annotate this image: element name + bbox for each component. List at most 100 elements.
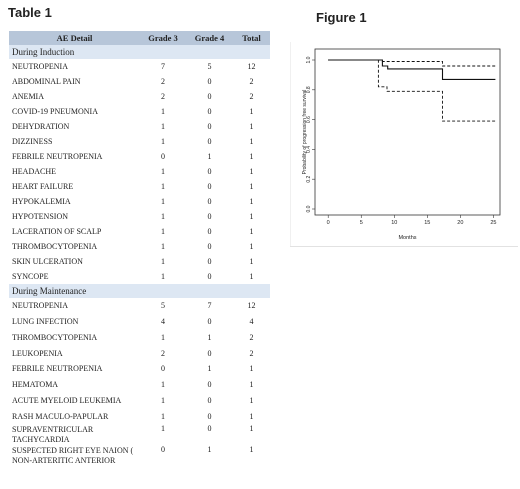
grade-4-cell: 0: [207, 348, 212, 358]
table-row: RASH MACULO-PAPULAR 1 0 1: [9, 408, 270, 424]
column-header-ae-detail: AE Detail: [9, 31, 140, 45]
total-cell: 2: [249, 348, 254, 358]
x-tick-label: 10: [391, 220, 397, 226]
ae-detail-cell: LEUKOPENIA: [12, 348, 63, 358]
column-header-grade-3: Grade 3: [140, 31, 186, 45]
grade-4-cell: 0: [207, 167, 212, 176]
section-label: During Maintenance: [9, 284, 270, 298]
km-chart: 0 5 10 15 20 25 0.0 0.2 0.4 0.6 0.8 1.0 Months Prob…: [290, 42, 518, 247]
grade-3-cell: 5: [161, 301, 165, 311]
table-row: THROMBOCYTOPENIA 1 0 1: [9, 239, 270, 254]
ae-detail-cell: SUPRAVENTRICULAR TACHYCARDIA: [12, 425, 94, 444]
grade-3-cell: 2: [161, 348, 165, 358]
total-cell: 1: [249, 411, 254, 421]
table-row: DIZZINESS 1 0 1: [9, 134, 270, 149]
grade-3-cell: 1: [161, 395, 165, 405]
ae-detail-cell: SYNCOPE: [12, 272, 49, 281]
table-row: HYPOKALEMIA 1 0 1: [9, 194, 270, 209]
total-cell: 1: [249, 137, 254, 146]
chart-background: [290, 42, 518, 247]
column-header-total: Total: [233, 31, 270, 45]
x-tick-label: 25: [490, 220, 496, 226]
ae-detail-cell: ACUTE MYELOID LEUKEMIA: [12, 395, 122, 405]
grade-4-cell: 1: [207, 152, 212, 161]
table-row: COVID-19 PNEUMONIA 1 0 1: [9, 104, 270, 119]
x-tick-label: 20: [457, 220, 463, 226]
total-cell: 1: [249, 122, 254, 131]
total-cell: 1: [249, 424, 254, 433]
ae-detail-cell: NEUTROPENIA: [12, 62, 68, 71]
total-cell: 1: [249, 107, 254, 116]
total-cell: 1: [249, 242, 254, 251]
table-row: SKIN ULCERATION 1 0 1: [9, 254, 270, 269]
ae-detail-cell: HEMATOMA: [12, 380, 59, 390]
grade-3-cell: 1: [161, 122, 165, 131]
ae-detail-cell: NEUTROPENIA: [12, 301, 68, 311]
grade-4-cell: 0: [207, 242, 212, 251]
confidence-band-curve-2: [328, 59, 496, 122]
grade-4-cell: 0: [207, 227, 212, 236]
grade-4-cell: 0: [207, 272, 212, 281]
grade-3-cell: 1: [161, 212, 165, 221]
grade-3-cell: 1: [161, 197, 165, 206]
ae-detail-cell: FEBRILE NEUTROPENIA: [12, 152, 103, 161]
grade-3-cell: 1: [161, 227, 165, 236]
grade-3-cell: 0: [161, 445, 165, 454]
ae-detail-cell: LUNG INFECTION: [12, 317, 79, 327]
ae-detail-cell: ANEMIA: [12, 92, 44, 101]
grade-3-cell: 1: [161, 411, 165, 421]
table-row: SUSPECTED RIGHT EYE NAION ( NON-ARTERITI…: [9, 445, 270, 466]
table-row: LUNG INFECTION 4 0 4: [9, 314, 270, 330]
plot-frame: [314, 48, 501, 216]
grade-4-cell: 0: [207, 257, 212, 266]
table-row: HEMATOMA 1 0 1: [9, 377, 270, 393]
grade-4-cell: 0: [207, 411, 212, 421]
table-row: DEHYDRATION 1 0 1: [9, 119, 270, 134]
grade-3-cell: 2: [161, 92, 165, 101]
x-axis-label: Months: [398, 235, 416, 241]
ae-detail-cell: HEADACHE: [12, 167, 56, 176]
grade-4-cell: 0: [207, 317, 212, 327]
total-cell: 12: [247, 62, 256, 71]
ae-detail-cell: DIZZINESS: [12, 137, 53, 146]
grade-3-cell: 1: [161, 272, 165, 281]
grade-4-cell: 0: [207, 137, 212, 146]
grade-3-cell: 0: [161, 364, 165, 374]
grade-4-cell: 0: [207, 424, 212, 433]
total-cell: 1: [249, 212, 254, 221]
total-cell: 2: [249, 332, 254, 342]
x-tick-label: 0: [327, 220, 330, 226]
ae-detail-cell: SUSPECTED RIGHT EYE NAION ( NON-ARTERITI…: [12, 446, 134, 465]
ae-detail-cell: DEHYDRATION: [12, 122, 70, 131]
grade-3-cell: 1: [161, 182, 165, 191]
grade-4-cell: 7: [207, 301, 212, 311]
grade-4-cell: 0: [207, 182, 212, 191]
ae-detail-cell: THROMBOCYTOPENIA: [12, 332, 98, 342]
y-tick-label: 1.0: [306, 56, 312, 63]
grade-3-cell: 1: [161, 242, 165, 251]
table-row: NEUTROPENIA 5 7 12: [9, 298, 270, 314]
y-tick-label: 0.2: [306, 176, 312, 183]
total-cell: 1: [249, 380, 254, 390]
table-row: SYNCOPE 1 0 1: [9, 269, 270, 284]
total-cell: 1: [249, 395, 254, 405]
grade-3-cell: 2: [161, 77, 165, 86]
grade-4-cell: 0: [207, 197, 212, 206]
ae-detail-cell: ABDOMINAL PAIN: [12, 77, 81, 86]
y-tick-label: 0.4: [306, 146, 312, 153]
table-row: SUPRAVENTRICULAR TACHYCARDIA 1 0 1: [9, 424, 270, 445]
grade-4-cell: 0: [207, 395, 212, 405]
total-cell: 1: [249, 227, 254, 236]
grade-4-cell: 0: [207, 92, 212, 101]
table-row: THROMBOCYTOPENIA 1 1 2: [9, 330, 270, 346]
grade-3-cell: 1: [161, 257, 165, 266]
ae-detail-cell: LACERATION OF SCALP: [12, 227, 102, 236]
table-row: FEBRILE NEUTROPENIA 0 1 1: [9, 149, 270, 164]
total-cell: 1: [249, 152, 254, 161]
ae-detail-cell: HEART FAILURE: [12, 182, 74, 191]
ae-detail-cell: SKIN ULCERATION: [12, 257, 83, 266]
table-row: NEUTROPENIA 7 5 12: [9, 59, 270, 74]
grade-3-cell: 1: [161, 424, 165, 433]
y-tick-label: 0.8: [306, 86, 312, 93]
total-cell: 12: [247, 301, 256, 311]
